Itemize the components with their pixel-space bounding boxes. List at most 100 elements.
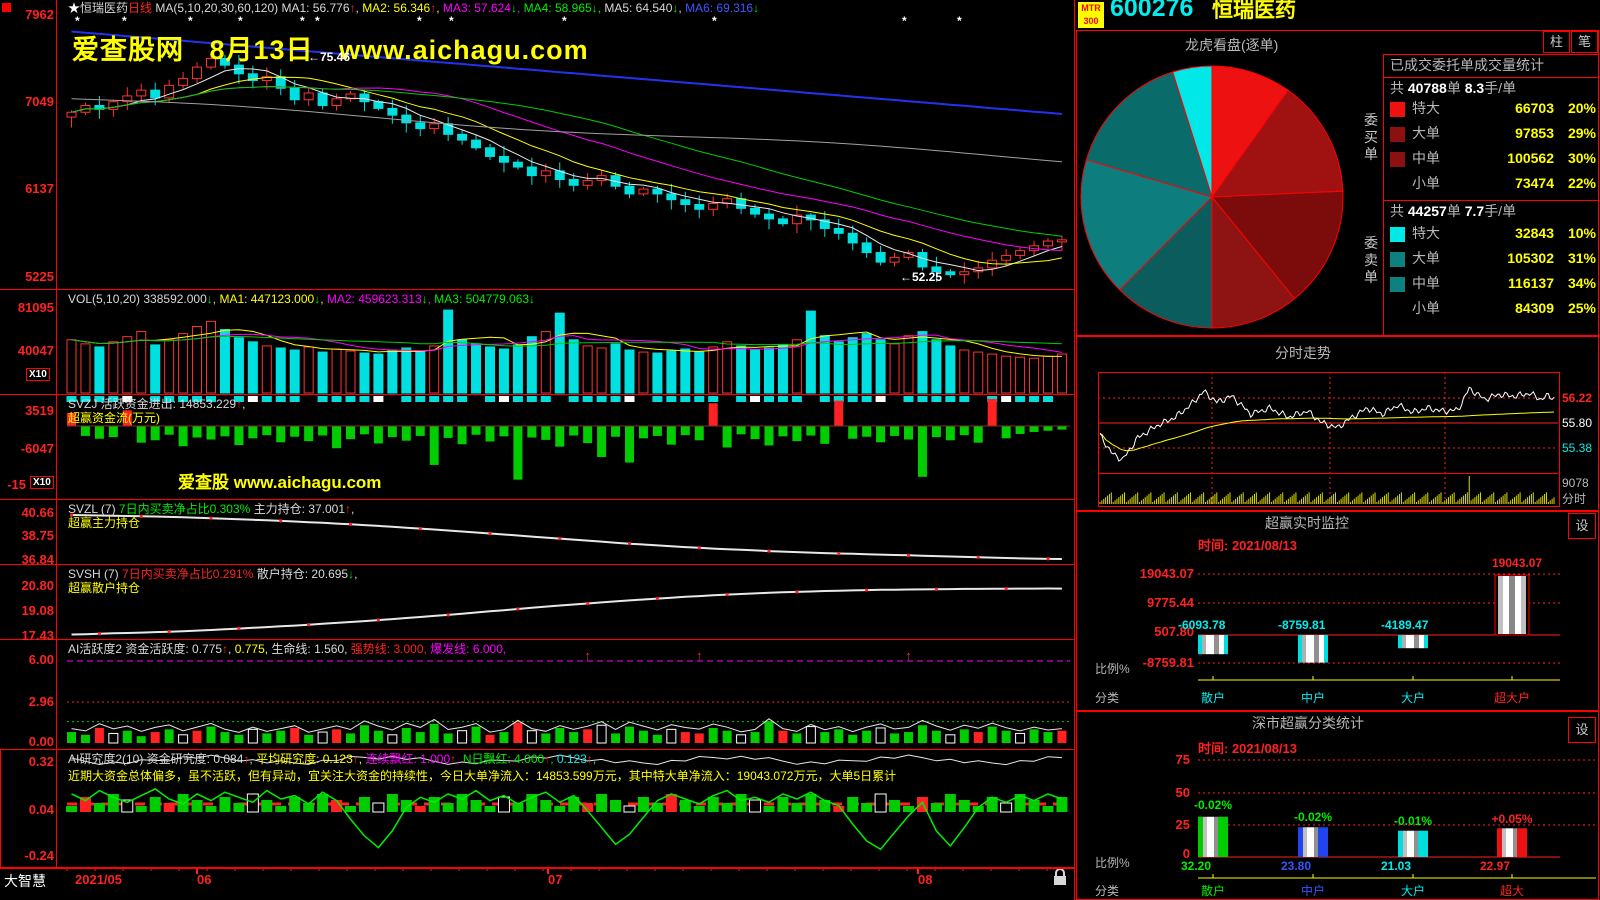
divider — [0, 499, 1075, 500]
axis-label: 6.00 — [28, 652, 54, 667]
header-segment: 7日内买卖净占比0.303% — [118, 502, 251, 516]
axis-label: 6137 — [25, 181, 54, 196]
header-segment: SVZL (7) — [68, 502, 119, 516]
watermark-site: 爱查股网 8月13日 www.aichagu.com — [72, 28, 589, 67]
buy-swatch-大单 — [1390, 127, 1405, 142]
buy-side-label: 委买单 — [1364, 112, 1378, 162]
header-segment: 8.3 — [1464, 80, 1485, 96]
header-segment: MA4: 58.965 — [523, 1, 592, 15]
order-row-pct: 30% — [1567, 150, 1596, 166]
fenshi-prev-label: 55.80 — [1562, 416, 1593, 430]
header-segment: 手/单 — [1484, 80, 1517, 96]
axis-label: 20.80 — [21, 578, 54, 593]
header-segment: 7日内买卖净占比0.291% — [122, 567, 254, 581]
order-row-value: 66703 — [1515, 100, 1554, 116]
stock-code: 600276 — [1110, 0, 1194, 22]
order-row-value: 116137 — [1508, 275, 1554, 291]
header-segment: MA(5,10,20,30,60,120) — [152, 1, 282, 15]
header-segment: , — [249, 752, 257, 766]
svg-text:↑: ↑ — [584, 648, 591, 663]
header-segment: MA3: 57.624 — [442, 1, 511, 15]
tick-mode-button[interactable]: 笔 — [1571, 31, 1598, 53]
monitor-y-label: 19043.07 — [1139, 566, 1194, 581]
x10-multiplier-badge: X10 — [26, 368, 50, 381]
shen-bar-pct: -0.02% — [1193, 798, 1233, 812]
watermark-site-text: 爱查股网 — [72, 35, 184, 65]
ai2-panel-border — [0, 749, 1075, 869]
order-row-label: 大单 — [1412, 250, 1440, 266]
signal-mark-icon: * — [75, 14, 80, 28]
monitor-ratio-label: 比例% — [1095, 662, 1130, 676]
order-row-value: 100562 — [1507, 150, 1554, 166]
pie-slice-买小单 — [1211, 195, 1296, 329]
header-segment: , — [320, 292, 327, 306]
monitor-settings-button[interactable]: 设 — [1568, 513, 1596, 539]
header-segment: 0.123 — [556, 752, 587, 766]
svsh-header: SVSH (7) 7日内买卖净占比0.291% 散户持仓: 20.695↓, — [68, 567, 357, 581]
monitor-bar-value: -6093.78 — [1178, 618, 1226, 632]
shen-time: 时间: 2021/08/13 — [1198, 741, 1298, 756]
axis-label: 81095 — [17, 300, 54, 315]
header-segment: , — [427, 292, 435, 306]
header-segment: ↑ — [236, 397, 243, 411]
low-annotation: ←52.25 — [900, 270, 943, 284]
header-segment: ↓ — [672, 1, 679, 15]
order-row-label: 大单 — [1412, 125, 1440, 141]
fenshi-split — [1098, 473, 1558, 474]
fenshi-title: 分时走势 — [1275, 345, 1331, 361]
badge-top: MTR — [1081, 3, 1101, 13]
sell-total: 共 44257单 7.7手/单 — [1390, 204, 1516, 218]
fenshi-vol-label: 9078 — [1562, 476, 1589, 490]
x10-multiplier-badge: X10 — [30, 476, 54, 489]
shen-bar-pct: -0.01% — [1393, 814, 1433, 828]
shen-category: 中户 — [1300, 884, 1325, 898]
shen-bar-value: 32.20 — [1181, 859, 1212, 873]
fenshi-close-label: 56.22 — [1562, 391, 1593, 405]
timeline-month-0: 2021/05 — [75, 872, 122, 887]
axis-label: -6047 — [20, 441, 54, 456]
ai1-header: AI活跃度2 资金活跃度: 0.775↑, 0.775, 生命线: 1.560,… — [68, 642, 506, 656]
axis-label: 36.84 — [21, 552, 54, 567]
badge-bottom: 300 — [1083, 16, 1099, 26]
header-segment: ↑ — [586, 752, 593, 766]
header-segment: 爆发线: 6.000, — [426, 642, 507, 656]
axis-label: 7962 — [25, 7, 54, 22]
signal-mark-icon: * — [315, 14, 320, 28]
header-segment: 生命线: 1.560, — [268, 642, 348, 656]
svzl-header: SVZL (7) 7日内买卖净占比0.303% 主力持仓: 37.001↑, — [68, 502, 354, 516]
header-segment: SVZJ 活跃资金进出: 14853.229 — [68, 397, 237, 411]
monitor-category: 大户 — [1400, 691, 1425, 705]
watermark2: 爱查股 www.aichagu.com — [178, 473, 382, 492]
order-row-value: 73474 — [1515, 175, 1554, 191]
shen-category: 散户 — [1200, 884, 1225, 898]
region-divider — [1074, 0, 1075, 900]
sell-swatch-特大 — [1390, 227, 1405, 242]
timeline-month-3: 08 — [918, 872, 933, 887]
header-segment: 恒瑞医药 — [80, 1, 129, 15]
sell-swatch-中单 — [1390, 277, 1405, 292]
bar-mode-button[interactable]: 柱 — [1543, 31, 1570, 53]
axis-label: 38.75 — [21, 528, 54, 543]
signal-mark-icon: * — [188, 14, 193, 28]
corner-marker — [2, 3, 11, 12]
header-segment: ↑ — [222, 642, 229, 656]
shen-settings-button[interactable]: 设 — [1568, 717, 1596, 743]
axis-label: 0.00 — [28, 734, 54, 749]
divider — [0, 394, 1075, 395]
monitor-y-label: -8759.81 — [1142, 655, 1194, 670]
watermark-date: 8月13日 — [209, 35, 314, 65]
header-segment: , — [516, 1, 524, 15]
monitor-bar-value: -8759.81 — [1278, 618, 1326, 632]
table-divider-v — [1383, 54, 1384, 335]
watermark-url: www.aichagu.com — [339, 35, 589, 65]
signal-mark-icon: * — [300, 14, 305, 28]
order-row-value: 105302 — [1507, 250, 1554, 266]
longhu-title: 龙虎看盘(逐单) — [1185, 37, 1279, 53]
order-row-label: 特大 — [1412, 225, 1440, 241]
monitor-bar-value: -4189.47 — [1381, 618, 1429, 632]
header-segment: 共 — [1390, 80, 1408, 96]
shen-bar-pct: -0.02% — [1293, 810, 1333, 824]
table-divider-h1 — [1383, 54, 1598, 55]
svzj-subtitle: 超赢资金流(万元) — [68, 411, 160, 425]
